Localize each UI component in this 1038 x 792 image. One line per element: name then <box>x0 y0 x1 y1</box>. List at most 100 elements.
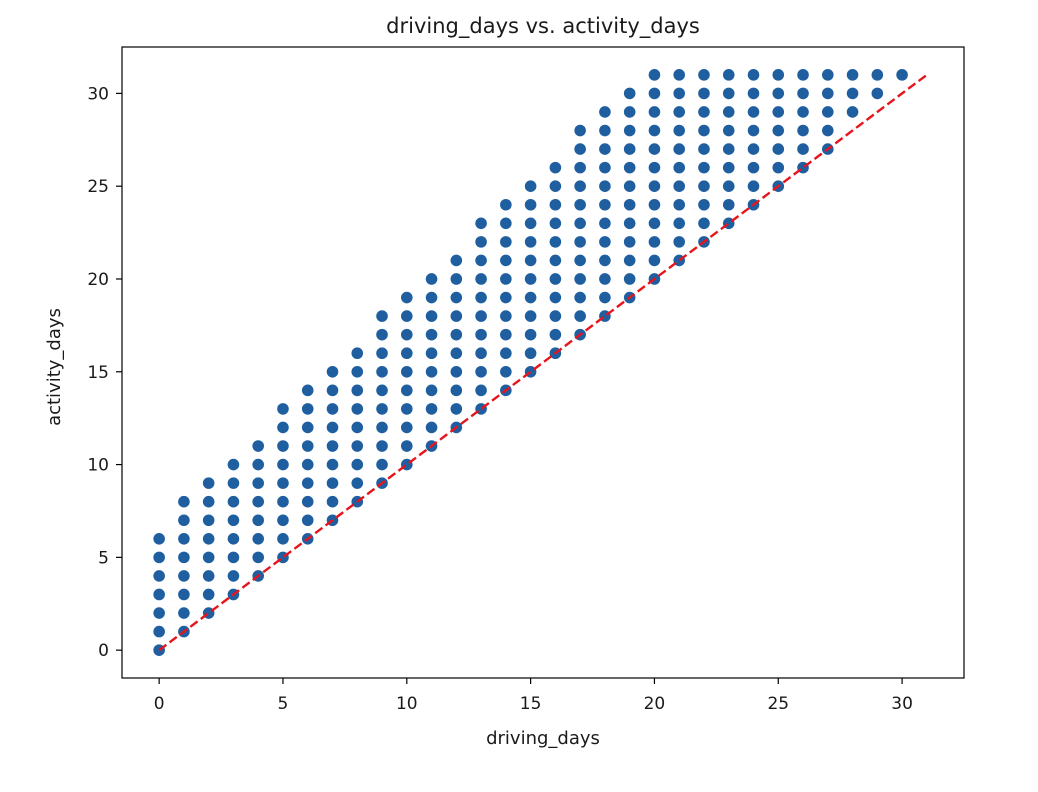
x-tick-label: 20 <box>644 694 666 714</box>
data-point <box>598 142 612 156</box>
data-point <box>202 495 216 509</box>
data-point <box>350 365 364 379</box>
data-point <box>325 420 340 435</box>
data-point <box>722 86 736 100</box>
data-point <box>375 439 389 453</box>
data-point <box>573 142 587 156</box>
data-point <box>548 290 562 305</box>
data-point <box>400 346 414 360</box>
data-point <box>623 161 637 175</box>
data-point <box>722 105 736 119</box>
data-point <box>424 383 439 397</box>
data-point <box>226 457 241 472</box>
data-point <box>821 86 835 100</box>
data-point <box>548 253 562 268</box>
data-point <box>623 179 637 193</box>
data-point <box>400 290 414 305</box>
x-axis-label: driving_days <box>486 728 600 749</box>
data-point <box>251 550 265 564</box>
data-point <box>672 123 686 138</box>
data-point <box>548 198 562 212</box>
data-point <box>350 439 364 453</box>
data-point <box>548 216 562 230</box>
y-tick-label: 0 <box>98 641 109 661</box>
data-point <box>722 123 736 138</box>
data-point <box>375 402 389 416</box>
data-point <box>325 495 340 509</box>
data-point <box>449 309 463 323</box>
data-point <box>746 161 761 175</box>
data-point <box>623 105 637 119</box>
data-point <box>177 550 191 564</box>
data-point <box>474 272 488 286</box>
data-point <box>672 235 686 249</box>
data-point <box>226 569 241 583</box>
data-point <box>449 402 463 416</box>
data-point <box>301 402 315 416</box>
x-tick-label: 0 <box>154 694 165 714</box>
data-point <box>771 68 785 82</box>
data-point <box>623 272 637 286</box>
data-point <box>623 235 637 249</box>
data-point <box>697 216 711 230</box>
data-point <box>375 457 389 472</box>
data-point <box>697 105 711 119</box>
data-point <box>474 346 488 360</box>
data-point <box>152 625 166 639</box>
data-point <box>251 457 265 472</box>
data-point <box>548 235 562 249</box>
data-point <box>449 365 463 379</box>
data-point <box>202 513 216 527</box>
data-point <box>647 142 662 156</box>
reference-line <box>158 73 928 652</box>
data-point <box>251 476 265 490</box>
data-point <box>672 198 686 212</box>
data-point <box>524 328 538 342</box>
data-point <box>796 123 810 138</box>
data-point <box>598 161 612 175</box>
data-point <box>177 495 191 509</box>
y-tick-label: 30 <box>87 84 109 104</box>
data-point <box>325 402 340 416</box>
data-point <box>672 179 686 193</box>
data-point <box>400 439 414 453</box>
data-point <box>350 383 364 397</box>
data-point <box>573 309 587 323</box>
data-point <box>152 569 166 583</box>
data-point <box>276 513 290 527</box>
data-point <box>598 198 612 212</box>
data-point <box>524 253 538 268</box>
data-point <box>449 328 463 342</box>
data-point <box>524 179 538 193</box>
data-point <box>499 235 513 249</box>
data-point <box>152 606 166 620</box>
data-point <box>573 216 587 230</box>
data-point <box>697 142 711 156</box>
data-point <box>424 365 439 379</box>
data-point <box>449 253 463 268</box>
data-point <box>424 420 439 435</box>
data-point <box>746 86 761 100</box>
points-layer <box>152 68 909 657</box>
data-point <box>845 68 860 82</box>
data-point <box>276 476 290 490</box>
data-point <box>722 198 736 212</box>
data-point <box>647 179 662 193</box>
data-point <box>870 86 884 100</box>
data-point <box>524 235 538 249</box>
data-point <box>375 365 389 379</box>
data-point <box>672 142 686 156</box>
data-point <box>697 179 711 193</box>
data-point <box>400 402 414 416</box>
data-point <box>623 216 637 230</box>
data-point <box>771 123 785 138</box>
data-point <box>301 420 315 435</box>
data-point <box>276 457 290 472</box>
data-point <box>424 328 439 342</box>
data-point <box>202 569 216 583</box>
data-point <box>573 272 587 286</box>
data-point <box>524 216 538 230</box>
data-point <box>226 495 241 509</box>
data-point <box>598 235 612 249</box>
